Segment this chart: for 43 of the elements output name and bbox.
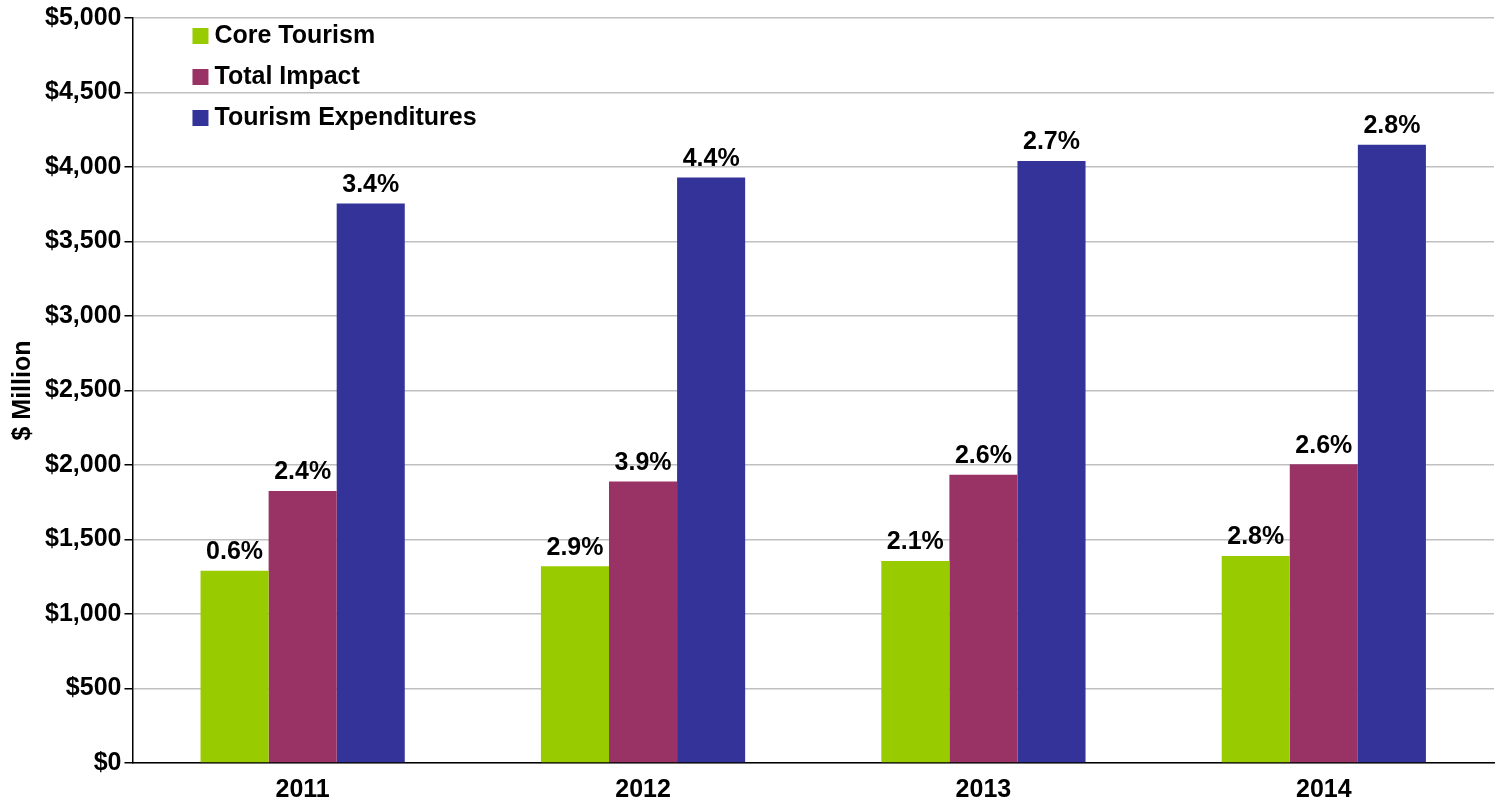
annotation: 2.9% [546,531,604,560]
annotation: 2.6% [954,440,1012,469]
bar [1221,555,1290,763]
bar [1357,144,1426,763]
annotation: 0.6% [206,536,264,565]
x-tick-label: 2012 [615,773,671,802]
x-tick-label: 2014 [1296,773,1352,802]
y-tick-label: $0 [93,746,122,775]
bar [881,561,950,763]
x-tick-label: 2011 [275,773,330,802]
annotation: 2.8% [1363,110,1421,139]
bar [677,177,746,763]
y-tick-label: $2,500 [45,374,122,403]
annotation: 3.9% [614,446,672,475]
bar [949,474,1018,763]
bar [540,566,609,763]
legend-label: Tourism Expenditures [214,101,477,130]
legend-label: Core Tourism [214,19,376,48]
annotation: 3.4% [342,168,400,197]
annotation: 2.1% [886,526,944,555]
annotation: 2.8% [1227,521,1285,550]
annotation: 2.4% [274,456,332,485]
bar [609,481,678,763]
bar [1289,464,1358,763]
annotation: 2.6% [1295,429,1353,458]
bar [200,570,269,763]
y-tick-label: $1,500 [45,523,122,552]
y-tick-label: $2,000 [45,448,122,477]
y-tick-label: $4,500 [45,76,122,105]
y-tick-label: $3,000 [45,299,122,328]
y-tick-label: $1,000 [45,597,122,626]
bar [268,491,337,763]
annotation: 2.7% [1023,126,1080,155]
x-tick-label: 2013 [955,773,1012,802]
y-tick-label: $500 [65,672,122,701]
annotation: 4.4% [682,142,740,171]
bar [336,203,405,763]
y-tick-label: $4,000 [45,150,122,179]
y-axis-title: $ Million [6,340,35,441]
y-tick-label: $3,500 [45,225,122,254]
y-tick-label: $5,000 [45,1,122,30]
bar [1017,161,1086,763]
legend-label: Total Impact [214,60,361,89]
